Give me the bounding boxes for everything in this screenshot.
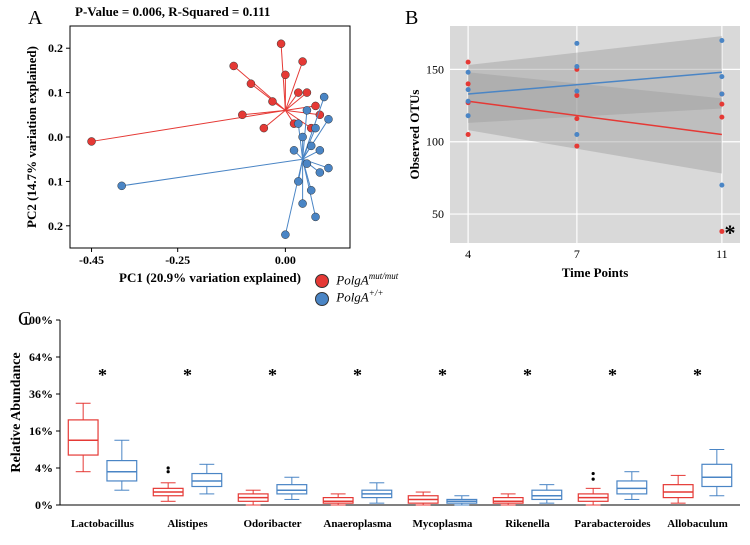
svg-text:Alistipes: Alistipes xyxy=(167,518,208,530)
svg-text:Time Points: Time Points xyxy=(562,265,629,280)
svg-text:100: 100 xyxy=(426,135,444,149)
svg-text:Observed OTUs: Observed OTUs xyxy=(407,90,422,180)
panel-c-boxplot: 0% 4% 16% 36% 64% 100% Relative Abundance * Lact… xyxy=(5,310,745,545)
legend-red: PolgAmut/mut xyxy=(315,271,398,288)
legend-red-dot xyxy=(315,274,329,288)
svg-text:0.2: 0.2 xyxy=(48,41,63,55)
svg-text:36%: 36% xyxy=(29,387,53,401)
svg-text:Parabacteroides: Parabacteroides xyxy=(574,518,651,530)
svg-text:Anaeroplasma: Anaeroplasma xyxy=(323,518,392,530)
svg-text:11: 11 xyxy=(716,247,728,261)
panel-b-trend: 50 100 150 4 7 11 Time Points Observed OTUs * xyxy=(405,18,745,288)
svg-text:Relative Abundance: Relative Abundance xyxy=(9,352,24,472)
svg-text:64%: 64% xyxy=(29,350,53,364)
svg-text:*: * xyxy=(353,365,362,385)
svg-text:*: * xyxy=(268,365,277,385)
svg-text:PC1 (20.9% variation explained: PC1 (20.9% variation explained) xyxy=(119,270,301,285)
svg-text:0.1: 0.1 xyxy=(48,174,63,188)
svg-text:150: 150 xyxy=(426,62,444,76)
svg-text:PC2 (14.7% variation explained: PC2 (14.7% variation explained) xyxy=(24,46,39,228)
svg-text:0.2: 0.2 xyxy=(48,219,63,233)
svg-text:7: 7 xyxy=(574,247,580,261)
svg-text:*: * xyxy=(523,365,532,385)
svg-text:Mycoplasma: Mycoplasma xyxy=(413,518,473,530)
svg-text:-0.25: -0.25 xyxy=(165,253,190,267)
svg-text:100%: 100% xyxy=(23,313,53,327)
svg-text:4: 4 xyxy=(465,247,471,261)
svg-text:Allobaculum: Allobaculum xyxy=(667,518,728,530)
svg-text:0.0: 0.0 xyxy=(48,130,63,144)
legend-blue: PolgA+/+ xyxy=(315,288,398,305)
legend-red-sup: mut/mut xyxy=(369,271,399,281)
svg-text:*: * xyxy=(608,365,617,385)
svg-text:16%: 16% xyxy=(29,424,53,438)
legend-red-base: PolgA xyxy=(336,272,369,287)
svg-text:0.00: 0.00 xyxy=(275,253,296,267)
svg-text:Odoribacter: Odoribacter xyxy=(243,518,301,530)
svg-text:4%: 4% xyxy=(35,461,53,475)
svg-text:50: 50 xyxy=(432,207,444,221)
svg-text:0.1: 0.1 xyxy=(48,86,63,100)
svg-text:-0.45: -0.45 xyxy=(79,253,104,267)
legend-blue-base: PolgA xyxy=(336,290,369,305)
svg-text:*: * xyxy=(183,365,192,385)
svg-text:*: * xyxy=(693,365,702,385)
legend-blue-sup: +/+ xyxy=(369,288,384,298)
legend-blue-dot xyxy=(315,292,329,306)
panel-a-scatter: 0.0 0.1 0.2 0.1 0.2 -0.45 -0.25 0.00 PC1 (20.9% … xyxy=(20,18,360,288)
svg-text:*: * xyxy=(725,220,736,245)
svg-text:Lactobacillus: Lactobacillus xyxy=(71,518,135,530)
legend: PolgAmut/mut PolgA+/+ xyxy=(315,271,398,306)
svg-text:*: * xyxy=(438,365,447,385)
svg-text:*: * xyxy=(98,365,107,385)
svg-text:Rikenella: Rikenella xyxy=(505,518,550,530)
svg-text:0%: 0% xyxy=(35,498,53,512)
